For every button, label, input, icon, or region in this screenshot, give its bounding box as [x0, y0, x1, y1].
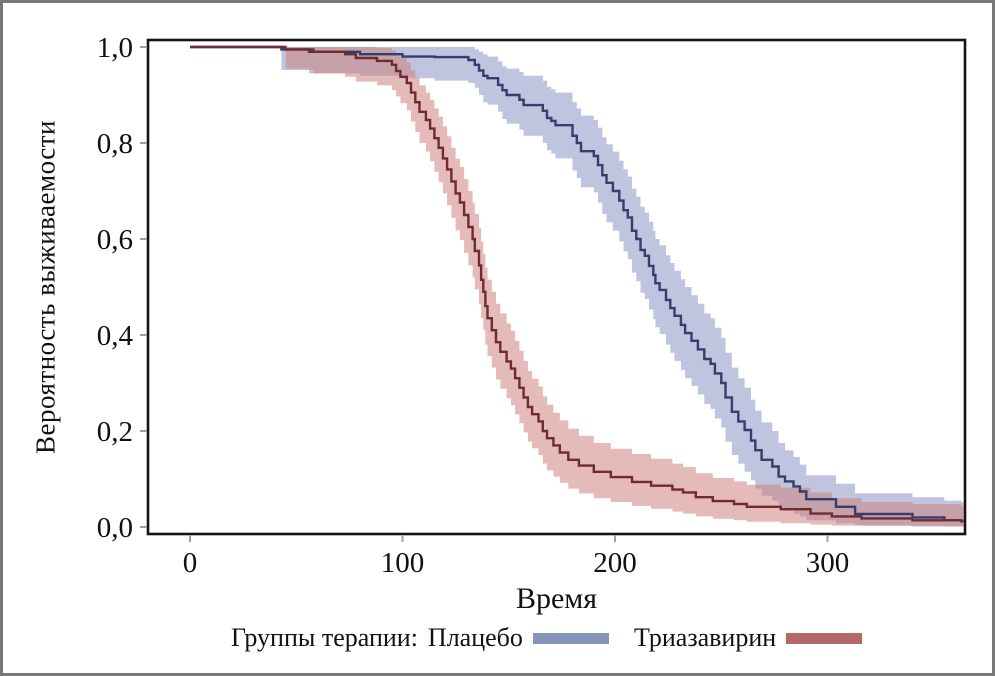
- plot-frame: [146, 38, 967, 536]
- y-tick-label: 0,2: [97, 416, 133, 448]
- survival-curve-placebo: [190, 45, 964, 523]
- legend-label-triazavirin: Триазавирин: [634, 623, 777, 652]
- x-axis-title: Время: [515, 582, 598, 615]
- y-tick-label: 1,0: [97, 32, 133, 64]
- x-tick-label: 300: [806, 547, 850, 579]
- legend-prefix: Группы терапии:: [231, 623, 418, 652]
- x-tick-label: 100: [381, 547, 425, 579]
- survival-curve-triazavirin: [190, 45, 964, 523]
- legend-swatch-placebo: [532, 632, 609, 644]
- legend-item-placebo: Группы терапии: Плацебо: [231, 623, 609, 653]
- x-tick-label: 200: [593, 547, 637, 579]
- y-axis-title: Вероятность выживаемости: [30, 120, 61, 455]
- survival-plot: 0 100 200 300 1,0 0,8 0,6 0,4 0,2 0,0: [97, 32, 967, 579]
- legend-swatch-triazavirin: [786, 632, 863, 644]
- y-tick-label: 0,8: [97, 128, 133, 160]
- y-tick-label: 0,0: [97, 512, 133, 544]
- legend-item-triazavirin: Триазавирин: [634, 623, 863, 653]
- legend-label-placebo: Плацебо: [427, 623, 523, 652]
- legend: Группы терапии: Плацебо Триазавирин: [3, 623, 992, 663]
- y-tick-label: 0,6: [97, 224, 133, 256]
- confidence-band-triazavirin: [190, 47, 964, 527]
- x-tick-label: 0: [183, 547, 198, 579]
- y-tick-label: 0,4: [97, 320, 134, 352]
